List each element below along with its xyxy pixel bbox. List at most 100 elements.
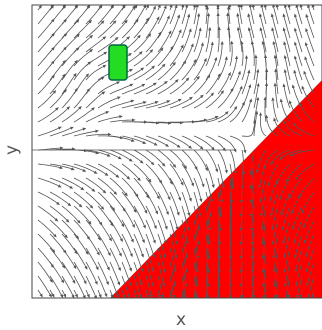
streamline — [85, 76, 105, 95]
target-box — [108, 44, 128, 81]
streamline — [294, 163, 315, 181]
streamline — [271, 97, 279, 123]
streamline — [133, 289, 138, 298]
streamline — [305, 27, 315, 53]
streamline — [85, 261, 98, 285]
streamline — [49, 247, 66, 269]
streamline — [61, 233, 78, 255]
streamline — [85, 275, 97, 298]
streamline — [241, 119, 257, 137]
streamline — [205, 26, 212, 53]
streamline — [85, 177, 107, 194]
streamline — [157, 261, 165, 287]
streamline — [145, 121, 172, 125]
streamline — [287, 289, 291, 298]
streamline — [157, 275, 164, 298]
streamline — [97, 261, 109, 286]
streamline — [292, 122, 315, 137]
streamline — [306, 261, 315, 287]
streamline — [229, 70, 241, 95]
streamline — [293, 233, 303, 259]
streamline — [255, 149, 267, 174]
streamline — [109, 135, 135, 142]
streamline — [37, 205, 59, 222]
streamline — [229, 40, 234, 67]
streamline — [271, 27, 279, 53]
streamline — [85, 289, 90, 298]
streamline — [37, 89, 57, 109]
streamline — [61, 5, 66, 11]
streamline — [145, 63, 166, 81]
streamline — [273, 117, 291, 137]
streamline — [73, 5, 78, 11]
streamline — [270, 205, 279, 231]
streamline — [264, 82, 269, 108]
streamline — [169, 44, 184, 67]
streamline — [217, 275, 221, 298]
streamline — [157, 191, 169, 216]
streamline — [85, 233, 100, 256]
streamline — [294, 13, 303, 39]
streamline — [145, 47, 164, 67]
streamline — [227, 26, 231, 53]
streamline — [169, 219, 178, 245]
streamline — [169, 14, 180, 39]
streamline — [261, 261, 267, 288]
streamline — [239, 233, 243, 260]
streamline — [258, 13, 267, 39]
streamline — [109, 83, 134, 95]
streamline — [229, 191, 233, 218]
streamline — [248, 5, 255, 25]
streamline — [192, 5, 197, 11]
streamline — [145, 275, 153, 298]
streamline — [157, 177, 171, 201]
streamline — [217, 247, 221, 274]
streamline — [49, 106, 70, 123]
streamline — [193, 177, 203, 203]
streamline — [73, 49, 94, 67]
streamline — [49, 289, 55, 298]
streamline — [239, 219, 243, 246]
streamline — [282, 13, 291, 39]
streamline — [205, 247, 210, 274]
streamline — [49, 5, 54, 11]
streamline — [273, 82, 279, 109]
streamline — [303, 219, 315, 244]
streamline — [239, 191, 243, 218]
streamline — [262, 149, 279, 170]
streamline — [303, 70, 315, 95]
streamline — [61, 127, 87, 137]
streamline — [97, 149, 122, 160]
streamline — [73, 19, 92, 39]
streamline — [298, 177, 315, 199]
streamline — [217, 205, 222, 232]
streamline — [229, 149, 237, 175]
streamline — [49, 126, 74, 137]
streamline — [239, 247, 243, 274]
streamline — [260, 219, 267, 246]
streamline — [37, 275, 52, 298]
streamline — [133, 5, 138, 11]
streamline — [311, 5, 315, 11]
streamline — [217, 40, 224, 67]
streamline — [121, 275, 130, 298]
streamline — [280, 191, 291, 216]
streamline — [205, 261, 210, 288]
streamline — [49, 88, 67, 109]
y-axis-label: y — [2, 145, 22, 155]
streamline — [229, 135, 247, 154]
streamline — [157, 98, 182, 109]
streamline — [217, 219, 222, 246]
streamline — [85, 163, 109, 176]
streamline — [193, 42, 204, 67]
streamline — [145, 191, 158, 215]
streamline — [205, 191, 212, 218]
streamline — [181, 94, 204, 109]
streamline — [157, 247, 166, 273]
streamline — [282, 83, 291, 109]
streamline — [205, 177, 213, 203]
streamline — [259, 177, 267, 203]
streamline — [275, 163, 291, 186]
streamline — [145, 135, 170, 147]
streamline — [109, 275, 119, 298]
